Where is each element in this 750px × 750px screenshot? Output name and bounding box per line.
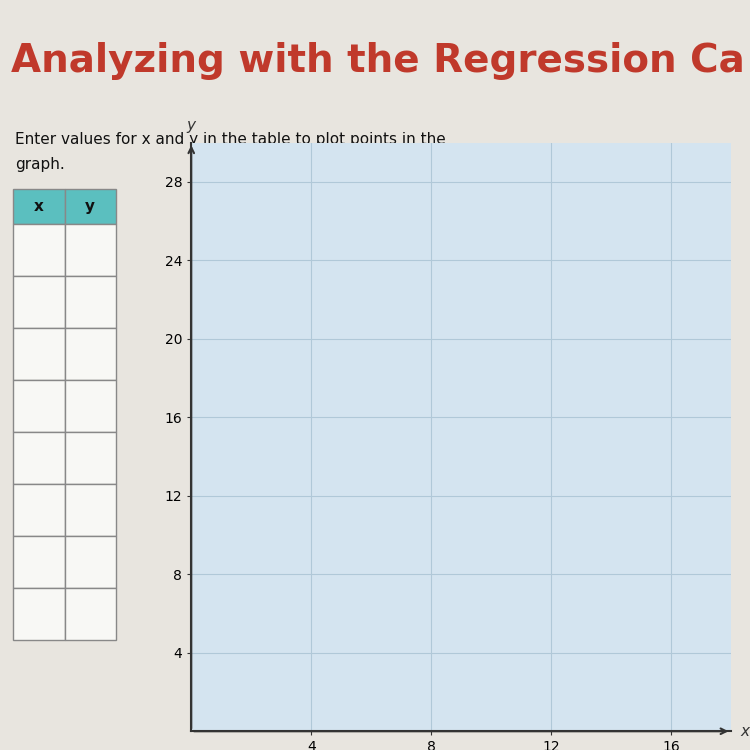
Bar: [64, 484, 116, 536]
Bar: [13, 276, 64, 328]
Text: Enter values for x and y in the table to plot points in the: Enter values for x and y in the table to…: [15, 132, 445, 147]
Bar: [13, 189, 64, 224]
Bar: [13, 432, 64, 484]
Bar: [64, 432, 116, 484]
Bar: [13, 328, 64, 380]
Bar: [64, 536, 116, 588]
Bar: [64, 276, 116, 328]
Bar: [64, 224, 116, 276]
Bar: [13, 224, 64, 276]
Bar: [64, 328, 116, 380]
Text: Analyzing with the Regression Ca: Analyzing with the Regression Ca: [11, 42, 745, 80]
Bar: [64, 189, 116, 224]
Bar: [64, 380, 116, 432]
Bar: [13, 380, 64, 432]
Bar: [13, 536, 64, 588]
Bar: [13, 484, 64, 536]
Text: y: y: [85, 199, 95, 214]
Text: x: x: [34, 199, 44, 214]
Bar: [13, 588, 64, 640]
Text: graph.: graph.: [15, 158, 64, 172]
Text: x: x: [740, 724, 749, 739]
Bar: [64, 588, 116, 640]
Text: y: y: [187, 118, 196, 133]
